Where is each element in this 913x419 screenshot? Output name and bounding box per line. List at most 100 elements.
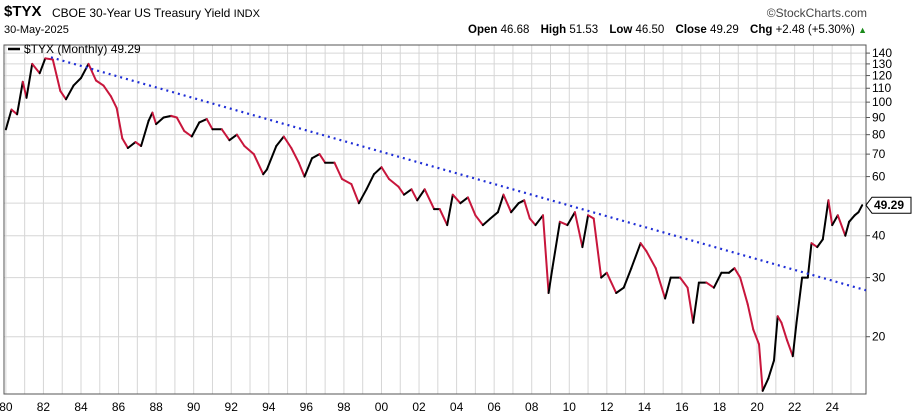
series-segment [403, 188, 413, 196]
series-segment [587, 214, 595, 220]
series-segment [496, 193, 505, 214]
series-segment [423, 188, 436, 211]
series-segment [654, 267, 667, 300]
series-segment [758, 343, 764, 392]
series-segment [639, 242, 648, 252]
series-segment [581, 214, 590, 249]
series-segment [265, 145, 278, 171]
price-tag: 49.29 [865, 196, 912, 214]
series-segment [16, 80, 24, 116]
x-tick-label: 14 [638, 400, 652, 414]
series-segment [534, 214, 544, 227]
series-segment [303, 157, 313, 178]
series-segment [80, 62, 90, 79]
up-arrow-icon: ▲ [858, 25, 867, 35]
series-segment [190, 121, 201, 138]
instrument-name: CBOE 30-Year US Treasury Yield INDX [52, 6, 260, 20]
series-segment [65, 84, 75, 101]
y-tick-label: 60 [872, 170, 886, 184]
trendline [50, 56, 867, 292]
series-segment [573, 211, 584, 249]
series-segment [228, 133, 238, 142]
series-segment [252, 153, 265, 176]
series-segment [592, 217, 603, 279]
series-segment [438, 208, 449, 227]
series-segment [115, 107, 124, 140]
series-segment [275, 135, 285, 147]
series-segment [451, 193, 462, 205]
series-segment [502, 193, 513, 214]
series-segment [373, 166, 383, 176]
price-tag-box [865, 196, 912, 214]
series-segment [72, 77, 82, 87]
series-segment [733, 267, 742, 279]
series-segment [600, 271, 608, 279]
exchange-label: INDX [233, 8, 260, 20]
series-segment [816, 238, 824, 249]
series-segment [558, 220, 569, 227]
series-segment [243, 145, 255, 156]
series-segment [95, 79, 105, 87]
series-segment [791, 321, 798, 358]
series-segment [126, 141, 137, 149]
series-segment [489, 211, 499, 220]
x-axis: 80 82 84 86 88 90 92 94 96 98 00 02 04 06 08 10 12 14 16 18… [0, 400, 839, 414]
chart-date: 30-May-2025 [4, 24, 69, 36]
series-segment [147, 111, 154, 122]
series-segment [205, 118, 214, 131]
x-tick-label: 80 [0, 400, 13, 414]
chart-header: $TYX CBOE 30-Year US Treasury Yield INDX… [0, 0, 913, 42]
instrument-title: CBOE 30-Year US Treasury Yield [52, 6, 231, 20]
brand-watermark[interactable]: ©StockCharts.com [766, 6, 867, 20]
x-tick-label: 18 [713, 400, 727, 414]
x-tick-label: 94 [262, 400, 276, 414]
series-segment [365, 173, 375, 191]
series-segment [705, 281, 715, 289]
price-tag-value: 49.29 [874, 198, 904, 212]
series-segment [21, 80, 28, 99]
series-segment [746, 303, 755, 331]
x-tick-label: 02 [412, 400, 426, 414]
price-series [4, 57, 864, 392]
y-tick-label: 130 [872, 57, 892, 71]
series-segment [162, 114, 173, 119]
series-segment [10, 108, 19, 116]
x-tick-label: 90 [187, 400, 201, 414]
series-segment [844, 220, 851, 237]
series-segment [333, 161, 343, 180]
x-tick-label: 22 [788, 400, 802, 414]
series-segment [31, 62, 41, 75]
y-tick-label: 100 [872, 95, 892, 109]
series-segment [664, 276, 672, 300]
series-segment [752, 328, 760, 346]
y-tick-label: 80 [872, 128, 886, 142]
series-segment [134, 141, 143, 147]
series-segment [311, 153, 321, 160]
plot-frame [3, 44, 867, 395]
series-segment [795, 276, 804, 324]
series-segment [712, 271, 723, 289]
series-segment [350, 183, 360, 205]
series-segment [175, 116, 186, 133]
y-tick-label: 70 [872, 147, 886, 161]
series-segment [380, 166, 390, 180]
series-segment [4, 108, 13, 131]
series-segment [297, 161, 306, 178]
chart-grid [4, 45, 870, 394]
close-value: 49.29 [710, 24, 739, 36]
series-segment [235, 133, 246, 147]
series-segment [357, 188, 368, 205]
series-segment [38, 57, 47, 75]
x-tick-label: 10 [563, 400, 577, 414]
x-tick-label: 92 [225, 400, 239, 414]
series-segment [622, 267, 633, 289]
series-segment [831, 214, 839, 227]
series-segment [318, 153, 327, 164]
x-tick-label: 96 [300, 400, 314, 414]
series-segment [767, 359, 775, 380]
series-segment [183, 130, 193, 138]
series-segment [827, 199, 834, 227]
open-label: Open [468, 24, 498, 36]
